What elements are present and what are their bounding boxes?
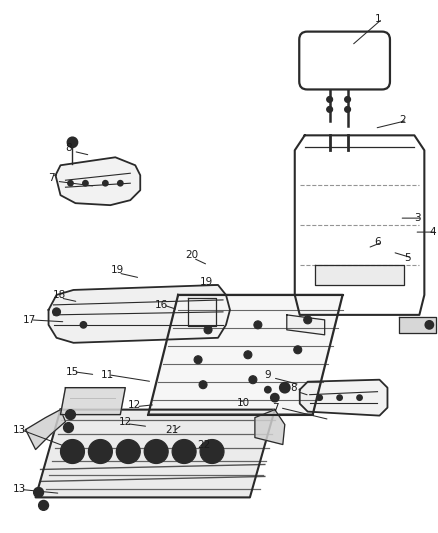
Text: 8: 8 <box>65 143 72 154</box>
Text: 7: 7 <box>49 173 55 183</box>
Circle shape <box>150 446 162 457</box>
Circle shape <box>303 316 311 324</box>
Polygon shape <box>254 410 284 445</box>
FancyBboxPatch shape <box>299 31 389 90</box>
Circle shape <box>344 107 350 112</box>
Circle shape <box>424 321 432 329</box>
Circle shape <box>122 446 134 457</box>
Circle shape <box>326 107 332 112</box>
Circle shape <box>117 181 123 185</box>
Circle shape <box>178 446 190 457</box>
Circle shape <box>204 326 212 334</box>
Text: 9: 9 <box>264 370 271 379</box>
Circle shape <box>53 308 60 316</box>
Circle shape <box>194 356 201 364</box>
Text: 21: 21 <box>165 425 178 434</box>
Polygon shape <box>55 157 140 205</box>
Circle shape <box>34 487 43 497</box>
Text: 15: 15 <box>65 367 78 377</box>
Text: 12: 12 <box>128 400 141 410</box>
Text: 7: 7 <box>271 402 278 413</box>
Text: 2: 2 <box>399 115 405 125</box>
Polygon shape <box>187 298 215 326</box>
Text: 4: 4 <box>428 227 435 237</box>
Text: 11: 11 <box>100 370 113 379</box>
Text: 19: 19 <box>200 277 213 287</box>
Circle shape <box>42 503 46 507</box>
Polygon shape <box>399 317 435 333</box>
Circle shape <box>116 440 140 464</box>
Polygon shape <box>286 315 324 335</box>
Circle shape <box>344 96 350 102</box>
Circle shape <box>270 394 278 402</box>
Text: 13: 13 <box>13 425 26 434</box>
Text: 8: 8 <box>289 383 296 393</box>
Circle shape <box>67 138 77 147</box>
Text: 10: 10 <box>237 398 250 408</box>
Text: 16: 16 <box>155 300 168 310</box>
Circle shape <box>172 440 196 464</box>
Polygon shape <box>49 285 230 343</box>
Circle shape <box>60 440 84 464</box>
Polygon shape <box>25 410 65 449</box>
Circle shape <box>317 395 321 400</box>
Circle shape <box>66 425 71 430</box>
Circle shape <box>68 181 73 185</box>
Text: 18: 18 <box>53 290 66 300</box>
Polygon shape <box>314 265 403 285</box>
Text: 6: 6 <box>374 237 380 247</box>
Polygon shape <box>148 295 342 415</box>
Circle shape <box>336 395 341 400</box>
Circle shape <box>264 386 270 393</box>
Circle shape <box>94 446 106 457</box>
Circle shape <box>279 383 289 393</box>
Circle shape <box>64 423 73 433</box>
Polygon shape <box>35 410 274 497</box>
Circle shape <box>248 376 256 384</box>
Circle shape <box>144 440 168 464</box>
Polygon shape <box>299 379 387 416</box>
Circle shape <box>102 181 108 185</box>
Circle shape <box>68 413 72 417</box>
Text: 22: 22 <box>197 440 210 449</box>
Circle shape <box>65 410 75 419</box>
Text: 3: 3 <box>413 213 420 223</box>
Circle shape <box>66 446 78 457</box>
Circle shape <box>244 351 251 359</box>
Text: 12: 12 <box>118 417 131 426</box>
Circle shape <box>198 381 207 389</box>
Circle shape <box>80 322 86 328</box>
Text: 13: 13 <box>13 484 26 495</box>
Text: 17: 17 <box>23 315 36 325</box>
Circle shape <box>253 321 261 329</box>
Circle shape <box>36 490 40 495</box>
Circle shape <box>200 440 223 464</box>
Circle shape <box>356 395 361 400</box>
Text: 20: 20 <box>185 250 198 260</box>
Circle shape <box>326 96 332 102</box>
Circle shape <box>39 500 49 511</box>
Text: 5: 5 <box>403 253 410 263</box>
Circle shape <box>293 346 301 354</box>
Text: 1: 1 <box>374 14 380 23</box>
Polygon shape <box>60 387 125 415</box>
Text: 19: 19 <box>110 265 124 275</box>
Polygon shape <box>294 135 424 315</box>
Circle shape <box>205 446 218 457</box>
Circle shape <box>88 440 112 464</box>
Circle shape <box>83 181 88 185</box>
